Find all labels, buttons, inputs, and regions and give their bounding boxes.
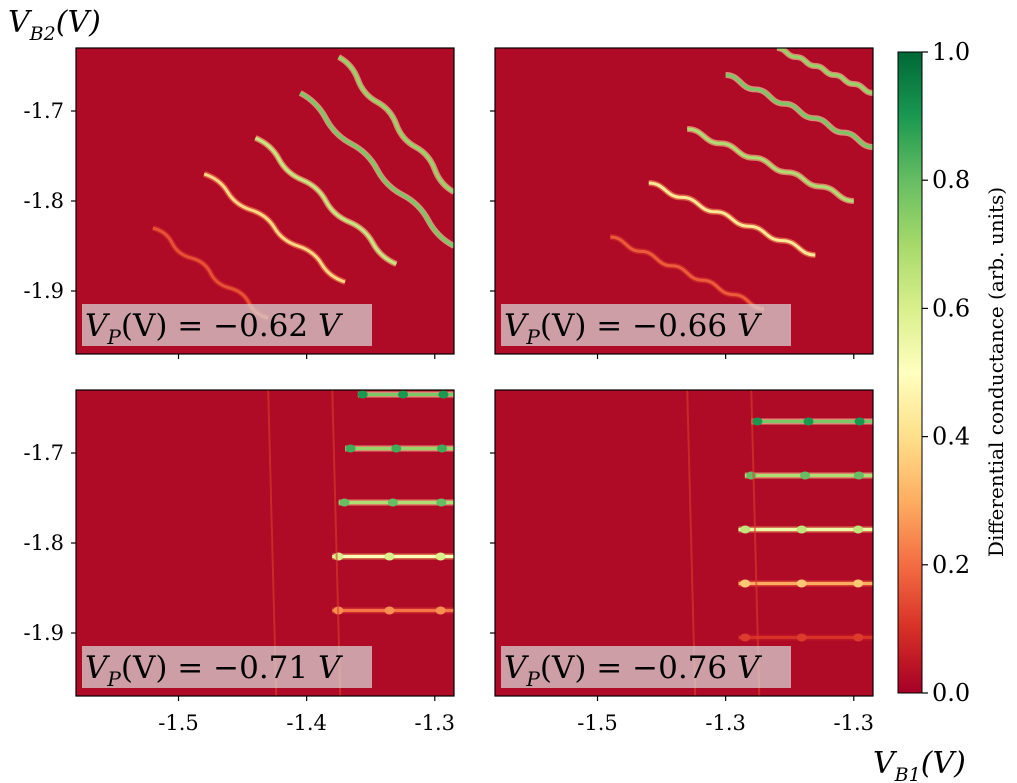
- conductance-peak: [435, 606, 446, 615]
- conductance-line: [345, 444, 454, 453]
- conductance-peak: [384, 606, 395, 615]
- conductance-line: [332, 552, 454, 561]
- x-tick-label: -1.4: [286, 711, 327, 735]
- conductance-line: [152, 225, 270, 321]
- conductance-peak: [854, 417, 865, 426]
- conductance-line: [738, 525, 873, 534]
- conductance-line: [738, 633, 873, 642]
- panel-label: VP(V) = −0.62 V: [82, 304, 372, 349]
- conductance-line: [332, 606, 454, 615]
- conductance-line: [298, 90, 454, 249]
- conductance-line: [337, 54, 454, 195]
- y-tick-label: -1.9: [24, 279, 65, 303]
- conductance-peak: [803, 417, 814, 426]
- conductance-peak: [796, 525, 807, 534]
- conductance-peak: [853, 579, 864, 588]
- y-axis-title: VB2(V): [8, 5, 101, 45]
- conductance-peak: [853, 633, 864, 642]
- x-tick-label: -1.3: [834, 711, 875, 735]
- conductance-peak: [796, 579, 807, 588]
- panels-group: VP(V) = −0.62 V VP(V) = −0.66 V VP(V) = −0…: [75, 47, 874, 697]
- conductance-line: [776, 48, 873, 96]
- panel-label: VP(V) = −0.76 V: [501, 646, 791, 691]
- x-tick-label: -1.5: [158, 711, 199, 735]
- y-tick-label: -1.9: [24, 621, 65, 645]
- conductance-line: [648, 180, 816, 258]
- conductance-line: [744, 471, 873, 480]
- conductance-peak: [384, 552, 395, 561]
- conductance-peak: [740, 525, 751, 534]
- conductance-peak: [740, 579, 751, 588]
- x-tick-label: -1.5: [577, 711, 618, 735]
- colorbar-tick-label: 0.4: [932, 423, 970, 451]
- faint-streak: [267, 390, 278, 696]
- colorbar-label: Differential conductance (arb. units): [984, 187, 1008, 557]
- conductance-peak: [391, 444, 402, 453]
- heatmap-background: [495, 390, 873, 696]
- ticks-group: -1.7 -1.8 -1.9 -1.7 -1.8 -1.9 -1.5 -1.4 -1.3 -1.5…: [24, 99, 875, 735]
- conductance-peak: [339, 498, 350, 507]
- colorbar-tick-label: 0.6: [932, 294, 970, 322]
- svg-text:VP(V) = −0.62 V: VP(V) = −0.62 V: [85, 308, 344, 349]
- conductance-peak: [853, 525, 864, 534]
- y-tick-label: -1.7: [24, 99, 65, 123]
- conductance-peak: [438, 390, 449, 399]
- conductance-peak: [436, 498, 447, 507]
- faint-streak: [750, 390, 761, 696]
- conductance-peak: [345, 444, 356, 453]
- colorbar-bar: [897, 51, 923, 694]
- colorbar: 0.0 0.2 0.4 0.6 0.8 1.0 Differential conducta…: [897, 38, 1008, 707]
- conductance-peak: [800, 471, 811, 480]
- conductance-line: [357, 390, 454, 399]
- colorbar-tick-label: 0.8: [932, 166, 970, 194]
- panel-label: VP(V) = −0.71 V: [82, 646, 372, 691]
- y-tick-label: -1.8: [24, 531, 65, 555]
- heatmap-background: [495, 48, 873, 354]
- conductance-peak: [437, 444, 448, 453]
- y-tick-label: -1.7: [24, 441, 65, 465]
- colorbar-tick-label: 0.2: [932, 551, 970, 579]
- y-tick-label: -1.8: [24, 189, 65, 213]
- conductance-peak: [398, 390, 409, 399]
- conductance-peak: [740, 633, 751, 642]
- heatmap-panel-2: VP(V) = −0.66 V: [494, 47, 874, 355]
- conductance-line: [686, 126, 855, 204]
- conductance-peak: [796, 633, 807, 642]
- conductance-line: [751, 417, 873, 426]
- x-tick-label: -1.3: [415, 711, 456, 735]
- svg-text:VP(V) = −0.76 V: VP(V) = −0.76 V: [504, 650, 763, 691]
- panel-label: VP(V) = −0.66 V: [501, 304, 791, 349]
- heatmap-panel-1: VP(V) = −0.62 V: [75, 47, 455, 355]
- colorbar-tick-label: 0.0: [932, 679, 970, 707]
- heatmap-background: [76, 390, 454, 696]
- faint-streak: [686, 390, 697, 696]
- svg-text:VP(V) = −0.71 V: VP(V) = −0.71 V: [85, 650, 344, 691]
- conductance-peak: [435, 552, 446, 561]
- svg-text:VP(V) = −0.66 V: VP(V) = −0.66 V: [504, 308, 763, 349]
- faint-streak: [331, 390, 342, 696]
- heatmap-panel-4: VP(V) = −0.76 V: [494, 389, 874, 697]
- conductance-peak: [387, 498, 398, 507]
- conductance-line: [203, 171, 347, 285]
- conductance-line: [725, 72, 873, 150]
- conductance-peak: [333, 552, 344, 561]
- conductance-peak: [752, 417, 763, 426]
- colorbar-ticks: 0.0 0.2 0.4 0.6 0.8 1.0: [922, 38, 970, 707]
- conductance-line: [338, 498, 454, 507]
- colorbar-tick-label: 1.0: [932, 38, 970, 66]
- conductance-line: [610, 234, 765, 312]
- heatmap-panel-3: VP(V) = −0.71 V: [75, 389, 455, 697]
- x-axis-title: VB1(V): [873, 746, 966, 783]
- conductance-line: [254, 135, 398, 267]
- conductance-peak: [746, 471, 757, 480]
- conductance-peak: [357, 390, 368, 399]
- conductance-peak: [853, 471, 864, 480]
- heatmap-background: [76, 48, 454, 354]
- conductance-line: [738, 579, 873, 588]
- x-tick-label: -1.3: [705, 711, 746, 735]
